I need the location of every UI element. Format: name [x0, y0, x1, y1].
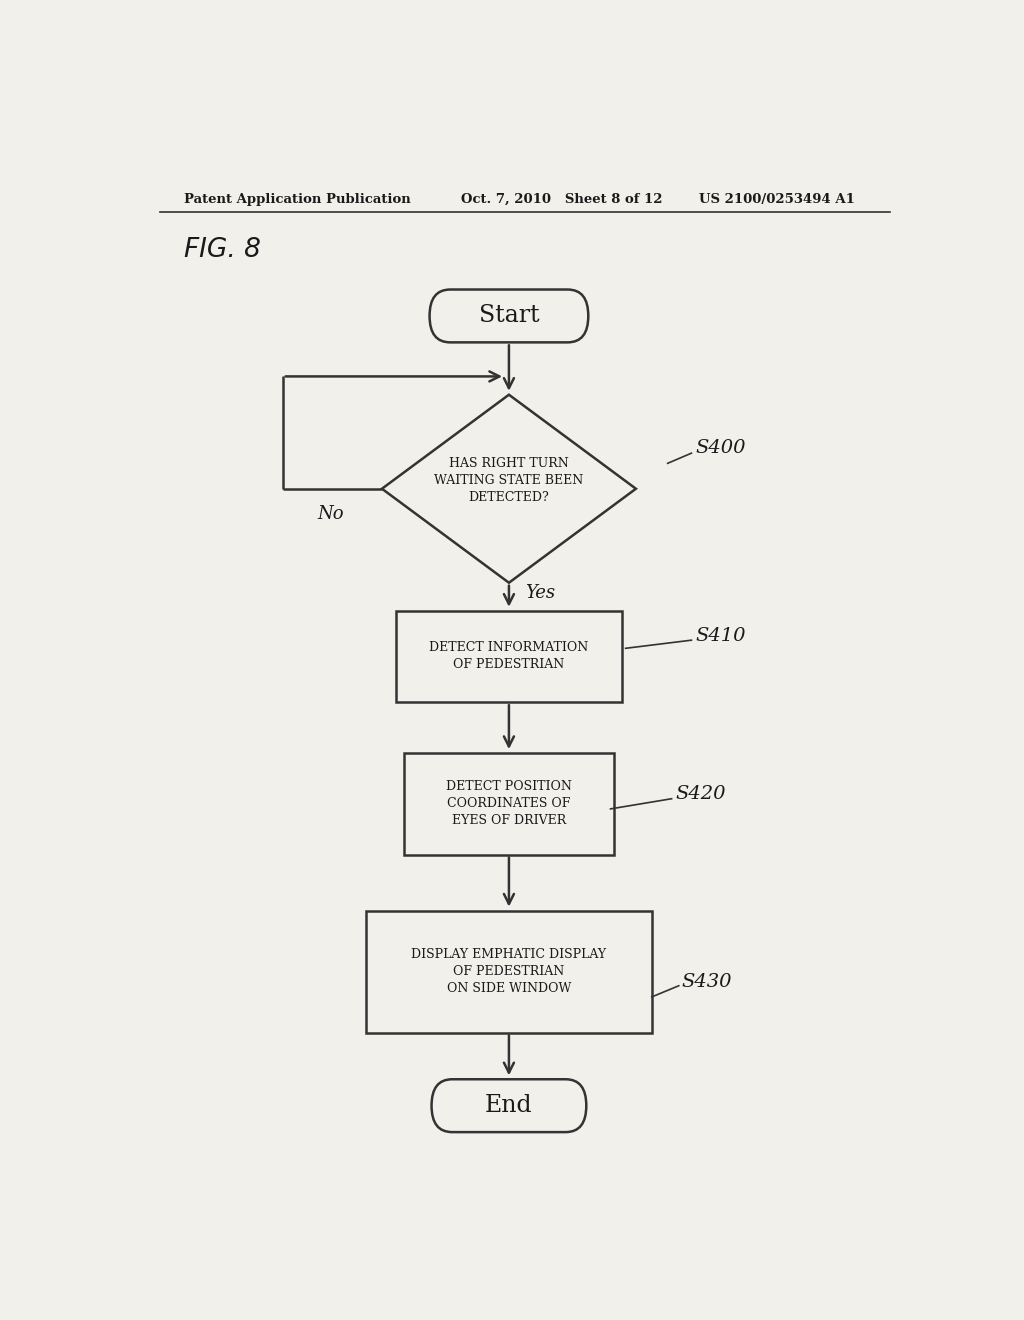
Text: US 2100/0253494 A1: US 2100/0253494 A1	[699, 193, 855, 206]
Text: DISPLAY EMPHATIC DISPLAY
OF PEDESTRIAN
ON SIDE WINDOW: DISPLAY EMPHATIC DISPLAY OF PEDESTRIAN O…	[412, 948, 606, 995]
Text: Yes: Yes	[524, 585, 555, 602]
Text: End: End	[485, 1094, 532, 1117]
Text: HAS RIGHT TURN
WAITING STATE BEEN
DETECTED?: HAS RIGHT TURN WAITING STATE BEEN DETECT…	[434, 457, 584, 504]
Text: S420: S420	[676, 784, 726, 803]
FancyBboxPatch shape	[431, 1080, 587, 1133]
Text: No: No	[317, 506, 344, 523]
Text: S430: S430	[682, 973, 732, 991]
Text: Patent Application Publication: Patent Application Publication	[183, 193, 411, 206]
Bar	[396, 611, 622, 702]
Text: S400: S400	[695, 440, 745, 457]
Text: Start: Start	[478, 305, 540, 327]
Text: FIG. 8: FIG. 8	[183, 236, 260, 263]
Polygon shape	[382, 395, 636, 582]
Bar	[367, 911, 651, 1032]
Text: Oct. 7, 2010   Sheet 8 of 12: Oct. 7, 2010 Sheet 8 of 12	[461, 193, 663, 206]
Bar	[403, 752, 614, 854]
Text: DETECT POSITION
COORDINATES OF
EYES OF DRIVER: DETECT POSITION COORDINATES OF EYES OF D…	[446, 780, 571, 828]
Text: S410: S410	[695, 627, 745, 645]
FancyBboxPatch shape	[430, 289, 588, 342]
Text: DETECT INFORMATION
OF PEDESTRIAN: DETECT INFORMATION OF PEDESTRIAN	[429, 642, 589, 672]
